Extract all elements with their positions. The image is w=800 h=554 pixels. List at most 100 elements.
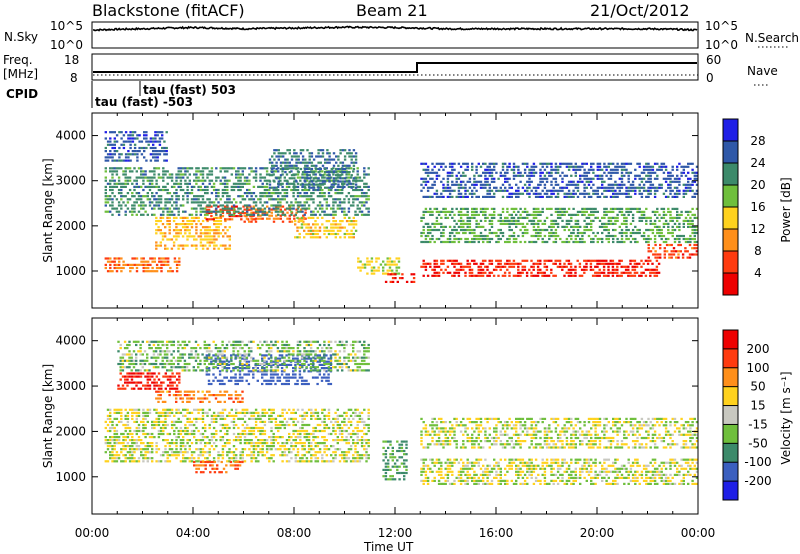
data-cell xyxy=(534,189,538,192)
data-cell xyxy=(201,182,205,185)
data-cell xyxy=(631,183,635,186)
data-cell xyxy=(442,189,445,192)
data-cell xyxy=(154,150,157,153)
data-cell xyxy=(386,257,389,260)
data-cell xyxy=(437,222,441,225)
data-cell xyxy=(444,210,447,213)
data-cell xyxy=(583,240,586,244)
data-cell xyxy=(440,162,443,165)
data-cell xyxy=(250,414,253,417)
data-cell xyxy=(208,226,211,229)
data-cell xyxy=(471,189,474,192)
data-cell xyxy=(343,182,346,185)
data-cell xyxy=(148,411,152,414)
data-cell xyxy=(545,162,549,165)
data-cell xyxy=(122,448,125,451)
data-cell xyxy=(166,457,169,460)
data-cell xyxy=(493,165,496,168)
data-cell xyxy=(201,417,205,420)
data-cell xyxy=(356,167,359,170)
data-cell xyxy=(328,180,331,183)
data-cell xyxy=(647,192,650,195)
data-cell xyxy=(451,183,454,186)
data-cell xyxy=(687,183,690,186)
data-cell xyxy=(384,280,388,283)
data-cell xyxy=(620,174,624,177)
data-cell xyxy=(352,167,356,171)
data-cell xyxy=(195,170,198,173)
data-cell xyxy=(166,423,169,427)
data-cell xyxy=(272,188,275,192)
data-cell xyxy=(532,262,535,265)
data-cell xyxy=(684,189,688,192)
data-cell xyxy=(691,253,694,256)
data-cell xyxy=(366,260,369,263)
data-cell xyxy=(605,207,608,210)
data-cell xyxy=(346,164,349,167)
data-cell xyxy=(631,180,635,183)
data-cell xyxy=(620,177,624,180)
data-cell xyxy=(318,213,322,216)
data-cell xyxy=(431,171,434,174)
data-cell xyxy=(508,162,511,165)
data-cell xyxy=(574,213,577,216)
data-cell xyxy=(598,262,601,265)
data-cell xyxy=(111,270,114,273)
data-cell xyxy=(623,165,626,168)
data-cell xyxy=(195,408,198,411)
data-cell xyxy=(113,167,116,170)
data-cell xyxy=(495,234,498,238)
data-cell xyxy=(580,268,584,271)
data-cell xyxy=(135,257,139,260)
data-cell xyxy=(113,159,116,162)
data-cell xyxy=(556,207,560,210)
data-cell xyxy=(341,220,344,223)
data-cell xyxy=(257,185,260,188)
data-cell xyxy=(151,182,154,185)
data-cell xyxy=(477,265,480,268)
data-cell xyxy=(556,168,560,171)
data-cell xyxy=(686,250,689,253)
data-cell xyxy=(169,270,172,273)
data-cell xyxy=(433,222,436,225)
data-cell xyxy=(155,266,159,270)
data-cell xyxy=(357,257,360,260)
data-cell xyxy=(424,177,428,180)
data-cell xyxy=(111,185,114,188)
y-tick-label: 2000 xyxy=(55,219,86,233)
data-cell xyxy=(629,274,632,277)
data-cell xyxy=(164,263,168,266)
data-cell xyxy=(532,222,536,225)
data-cell xyxy=(324,171,327,174)
data-cell xyxy=(488,192,491,195)
data-cell xyxy=(124,460,127,463)
data-cell xyxy=(111,146,114,150)
data-cell xyxy=(539,228,542,232)
data-cell xyxy=(111,153,114,156)
data-cell xyxy=(250,167,253,170)
data-cell xyxy=(653,219,657,222)
data-cell xyxy=(528,186,531,189)
data-cell xyxy=(219,244,223,247)
data-cell xyxy=(530,180,533,183)
data-cell xyxy=(212,185,216,188)
data-cell xyxy=(328,161,331,164)
data-cell xyxy=(144,451,147,454)
data-cell xyxy=(422,262,425,265)
data-cell xyxy=(623,219,626,222)
data-cell xyxy=(193,198,196,201)
data-cell xyxy=(153,436,156,439)
data-cell xyxy=(328,174,331,177)
data-cell xyxy=(397,272,401,275)
data-cell xyxy=(147,270,150,273)
data-cell xyxy=(155,445,158,448)
data-cell xyxy=(206,188,209,192)
data-cell xyxy=(473,174,476,177)
data-cell xyxy=(349,167,353,170)
data-cell xyxy=(394,273,397,276)
data-cell xyxy=(235,182,238,185)
data-cell xyxy=(611,265,615,268)
data-cell xyxy=(288,167,291,170)
data-cell xyxy=(609,186,613,189)
data-cell xyxy=(137,411,141,414)
